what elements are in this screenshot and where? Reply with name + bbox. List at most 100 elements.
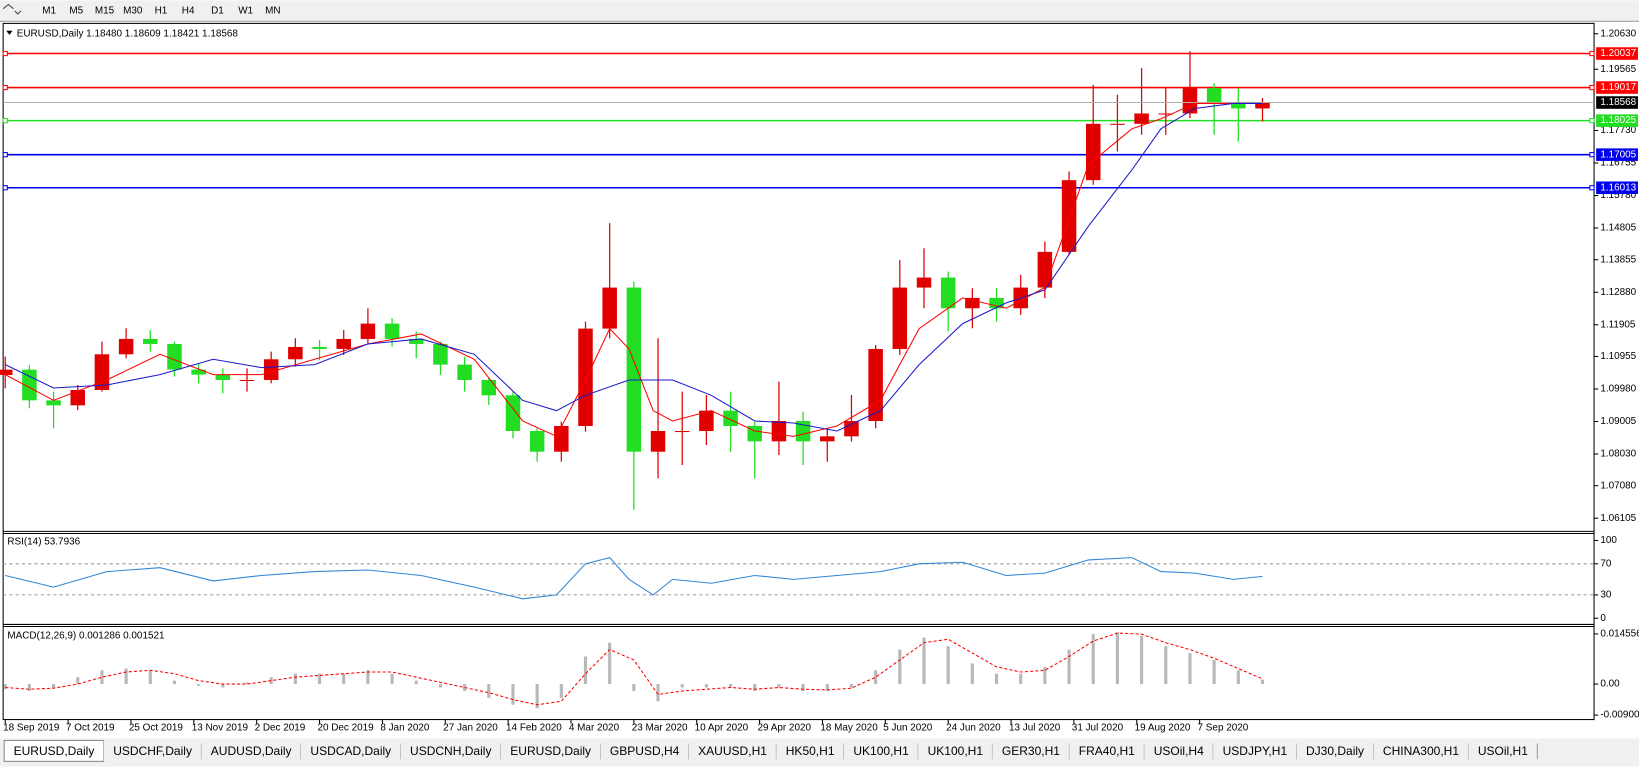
tab[interactable]	[1373, 740, 1469, 762]
macd-bar	[559, 684, 563, 698]
timeframe-button[interactable]: H4	[182, 5, 195, 16]
macd-bar	[849, 684, 854, 688]
tab[interactable]	[201, 740, 302, 762]
macd-bar	[366, 670, 370, 685]
candle-body	[360, 323, 376, 339]
line-handle[interactable]	[1589, 118, 1595, 124]
timeframe-button[interactable]: M15	[95, 5, 115, 16]
tab[interactable]	[400, 740, 501, 762]
x-tick-label: 23 Mar 2020	[632, 723, 688, 734]
timeframe-button[interactable]: M5	[69, 5, 83, 16]
tab-label[interactable]: XAUUSD,H1	[698, 744, 767, 758]
timeframe-button[interactable]: M1	[42, 5, 56, 16]
candle-body	[916, 277, 932, 288]
tab[interactable]	[103, 740, 202, 762]
y-tick-label: 1.19565	[1600, 64, 1636, 75]
line-handle[interactable]	[1589, 84, 1595, 91]
toolbar-icon[interactable]	[2, 3, 22, 15]
moving-average	[4, 102, 1263, 432]
candle-body	[602, 287, 617, 329]
y-tick-label: 1.12880	[1600, 287, 1636, 298]
tab-label[interactable]: EURUSD,Daily	[14, 744, 95, 758]
x-tick-label: 24 Jun 2020	[946, 723, 1001, 734]
y-tick-label: 1.09980	[1600, 384, 1636, 395]
header-arrow[interactable]	[6, 30, 13, 35]
tab-label[interactable]: AUDUSD,Daily	[211, 744, 292, 758]
tab[interactable]	[600, 740, 689, 762]
tab-label[interactable]: USOil,H4	[1154, 744, 1204, 758]
tab-label[interactable]: CHINA300,H1	[1383, 744, 1459, 758]
candle-body	[0, 369, 13, 375]
tab[interactable]	[1144, 740, 1214, 762]
macd-bar	[511, 684, 515, 705]
candle-body	[1182, 88, 1198, 114]
candle-body	[384, 323, 400, 339]
candle-body	[940, 277, 956, 309]
macd-bar	[1140, 635, 1144, 685]
y-tick-label: 70	[1600, 558, 1612, 569]
line-handle[interactable]	[2, 84, 8, 91]
macd-bar	[704, 684, 708, 688]
candle-body	[143, 338, 158, 344]
tab-label[interactable]: USOil,H1	[1478, 744, 1528, 758]
tab[interactable]	[301, 740, 401, 762]
tab[interactable]	[918, 740, 993, 762]
price-label: 1.20037	[1600, 48, 1636, 59]
tab-label[interactable]: HK50,H1	[786, 744, 835, 758]
candle-body	[771, 421, 787, 442]
tab-label[interactable]: GBPUSD,H4	[610, 744, 680, 758]
x-tick-label: 19 Aug 2020	[1135, 723, 1191, 734]
line-handle[interactable]	[2, 118, 8, 124]
y-tick-label: 1.15780	[1600, 190, 1636, 201]
tab[interactable]	[500, 740, 601, 762]
tab-label[interactable]: USDCNH,Daily	[410, 744, 491, 758]
candle-body	[626, 287, 642, 452]
timeframe-button[interactable]: H1	[155, 5, 168, 16]
macd-bar	[970, 663, 974, 685]
macd-bar	[317, 673, 322, 685]
tab-label[interactable]: GER30,H1	[1002, 744, 1060, 758]
line-handle[interactable]	[1589, 185, 1595, 191]
candle-body	[1134, 113, 1149, 124]
line-handle[interactable]	[1589, 50, 1595, 57]
line-handle[interactable]	[2, 152, 8, 158]
candle-body	[795, 421, 811, 442]
timeframe-button[interactable]: W1	[238, 5, 253, 16]
y-tick-label: 1.13855	[1600, 254, 1636, 265]
tab-label[interactable]: FRA40,H1	[1079, 744, 1135, 758]
tab-label[interactable]: UK100,H1	[853, 744, 909, 758]
tab[interactable]	[843, 740, 919, 762]
tab[interactable]	[1069, 740, 1145, 762]
tab-label[interactable]: EURUSD,Daily	[510, 744, 591, 758]
tab[interactable]	[1296, 740, 1374, 762]
macd-bar	[922, 637, 926, 685]
timeframe-button[interactable]: D1	[211, 5, 224, 16]
tab[interactable]	[776, 740, 844, 762]
macd-bar	[124, 668, 128, 685]
candle-body	[70, 389, 86, 406]
line-handle[interactable]	[1589, 152, 1595, 158]
macd-bar	[172, 680, 177, 685]
tab[interactable]	[1468, 740, 1538, 762]
timeframe-button[interactable]: M30	[123, 5, 143, 16]
price-label-box	[1596, 47, 1638, 60]
line-handle[interactable]	[2, 50, 8, 57]
macd-bar	[656, 684, 660, 702]
tab-label[interactable]: UK100,H1	[928, 744, 984, 758]
tab[interactable]	[688, 740, 777, 762]
tab[interactable]	[1213, 740, 1297, 762]
timeframe-button[interactable]: MN	[265, 5, 280, 16]
macd-bar	[3, 684, 7, 690]
tab-label[interactable]: USDCHF,Daily	[113, 744, 192, 758]
tab-label[interactable]: USDJPY,H1	[1223, 744, 1288, 758]
tab[interactable]	[992, 740, 1070, 762]
line-handle[interactable]	[2, 185, 8, 191]
x-tick-label: 7 Sep 2020	[1198, 723, 1249, 734]
macd-bar	[1067, 649, 1071, 685]
x-tick-label: 10 Apr 2020	[695, 723, 749, 734]
macd-bar	[898, 649, 902, 685]
tab-label[interactable]: USDCAD,Daily	[310, 744, 391, 758]
macd-bar	[293, 673, 297, 685]
tab-label[interactable]: DJ30,Daily	[1306, 744, 1364, 758]
